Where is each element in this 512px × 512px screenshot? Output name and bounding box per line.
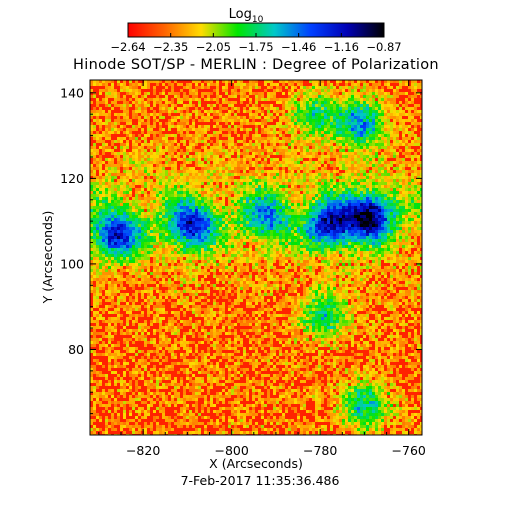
colorbar-tick-label: −1.46 bbox=[281, 40, 316, 54]
x-axis: −820 −800 −780 −760 bbox=[98, 80, 426, 458]
y-axis: 80 100 120 140 bbox=[60, 85, 422, 415]
plot-frame bbox=[89, 79, 423, 436]
colorbar-ticks: −2.64 −2.35 −2.05 −1.75 −1.46 −1.16 −0.87 bbox=[110, 33, 402, 54]
chart-title: Hinode SOT/SP - MERLIN : Degree of Polar… bbox=[73, 57, 439, 73]
y-tick-label: 80 bbox=[68, 342, 84, 357]
colorbar: Log10 −2.64 −2.35 −2.05 −1.75 −1.46 −1.16 −0.8… bbox=[110, 7, 401, 54]
colorbar-tick-label: −2.64 bbox=[110, 40, 145, 54]
colorbar-tick-label: −2.35 bbox=[153, 40, 188, 54]
y-tick-label: 100 bbox=[60, 256, 84, 271]
x-tick-label: −800 bbox=[214, 443, 248, 458]
y-tick-label: 140 bbox=[60, 85, 84, 100]
x-tick-label: −820 bbox=[126, 443, 160, 458]
colorbar-title-subscript: 10 bbox=[252, 15, 264, 25]
colorbar-tick-label: −1.75 bbox=[238, 40, 273, 54]
y-tick-label: 120 bbox=[60, 171, 84, 186]
timestamp: 7-Feb-2017 11:35:36.486 bbox=[181, 473, 340, 488]
x-axis-label: X (Arcseconds) bbox=[209, 456, 303, 471]
heatmap bbox=[90, 80, 422, 435]
colorbar-tick-label: −2.05 bbox=[196, 40, 231, 54]
x-tick-label: −760 bbox=[392, 443, 426, 458]
y-axis-label: Y (Arcseconds) bbox=[40, 211, 55, 305]
colorbar-title: Log10 bbox=[229, 7, 264, 25]
colorbar-tick-label: −1.16 bbox=[324, 40, 359, 54]
x-tick-label: −780 bbox=[303, 443, 337, 458]
colorbar-tick-label: −0.87 bbox=[366, 40, 401, 54]
